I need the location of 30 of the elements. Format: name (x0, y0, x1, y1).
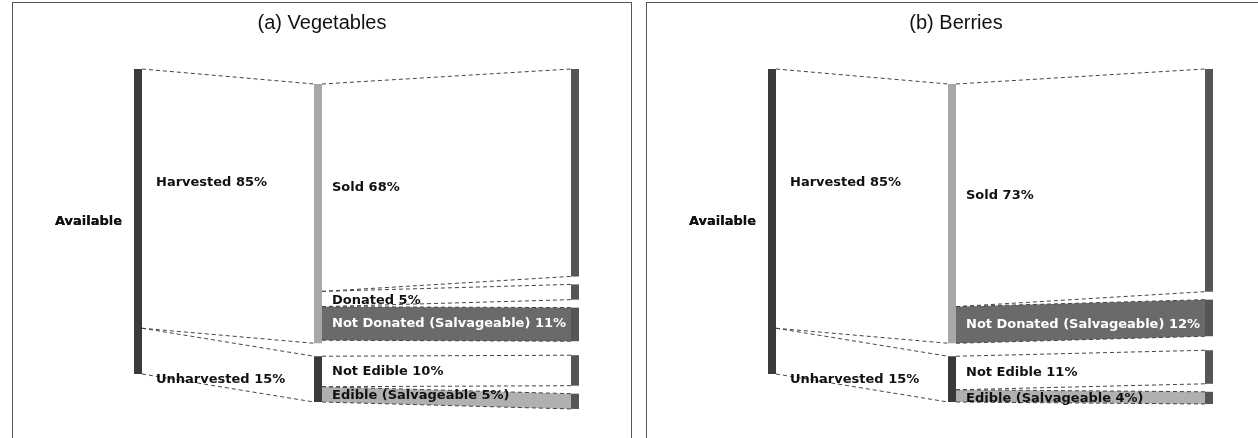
data-label: 85% (869, 173, 902, 189)
data-label: 4%) (1115, 390, 1144, 406)
category-label: Not Donated (Salvageable) (332, 314, 531, 330)
category-label: Not Donated (Salvageable) (966, 316, 1165, 332)
category-label: Unharvested (156, 370, 250, 386)
category-label: Sold (332, 179, 365, 195)
category-label: Unharvested (790, 370, 884, 386)
category-label: Edible (Salvageable (332, 387, 478, 403)
text: (b) Berries (909, 10, 1003, 33)
data-label: 11% (534, 314, 567, 330)
data-label: 10% (412, 362, 444, 378)
category-label: Available (54, 212, 123, 228)
data-label: 15% (888, 370, 920, 386)
data-label: 11% (1046, 364, 1078, 380)
category-label: Edible (Salvageable (966, 390, 1112, 406)
data-label: 15% (254, 370, 286, 386)
category-label: Harvested (156, 173, 232, 189)
data-label: 73% (1002, 186, 1034, 202)
data-label: 5%) (481, 387, 510, 403)
data-label: 85% (235, 173, 268, 189)
text: (a) Vegetables (257, 10, 387, 33)
data-label: 12% (1168, 316, 1201, 332)
data-label: 68% (368, 179, 400, 195)
category-label: Not Edible (332, 362, 408, 378)
category-label: Sold (966, 186, 999, 202)
category-label: Donated (332, 291, 395, 307)
data-label: 5% (398, 291, 421, 307)
category-label: Not Edible (966, 364, 1042, 380)
category-label: Available (688, 212, 757, 228)
category-label: Harvested (790, 173, 866, 189)
